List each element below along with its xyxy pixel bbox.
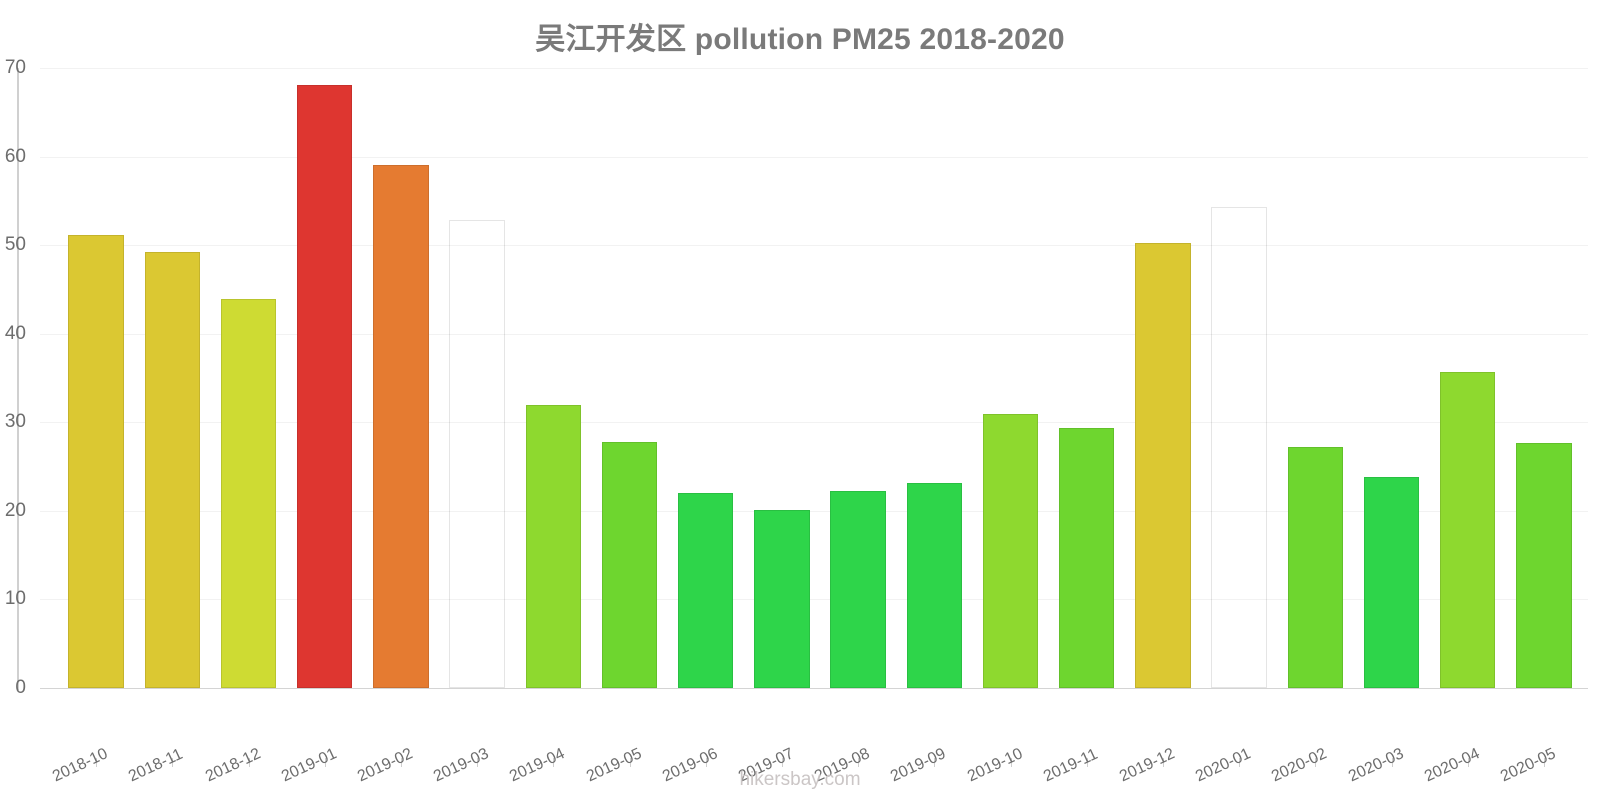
bar[interactable] (144, 252, 200, 688)
plot-area: 0 10 20 30 40 50 60 70 2018-10 2018-11 2018-12 2019… (5, 57, 1588, 785)
x-axis-tick-mark (477, 758, 479, 767)
y-axis-tick-label: 40 (4, 322, 26, 344)
gridline (40, 688, 1588, 689)
bar[interactable] (982, 414, 1039, 688)
x-axis-tick-mark (1467, 758, 1469, 767)
x-axis-tick-mark (781, 758, 783, 767)
chart-title: 吴江开发区 pollution PM25 2018-2020 (535, 23, 1065, 56)
gridline (40, 68, 1588, 69)
x-axis-tick-mark (1239, 758, 1241, 767)
x-axis-tick-mark (1086, 758, 1088, 767)
x-axis-tick-mark (324, 758, 326, 767)
source-watermark: hikersbay.com (739, 769, 861, 790)
gridline (40, 245, 1588, 247)
x-axis-tick-mark (858, 758, 860, 767)
x-axis-tick-mark (553, 758, 555, 767)
bar[interactable] (1059, 427, 1115, 688)
bar[interactable] (1287, 447, 1343, 688)
x-axis-tick-mark (1315, 758, 1317, 767)
gridline (40, 510, 1588, 512)
bar[interactable] (1363, 477, 1420, 688)
bar[interactable] (449, 220, 505, 688)
bar[interactable] (68, 235, 124, 688)
x-axis-tick-mark (172, 758, 174, 767)
x-axis-tick-mark (96, 758, 98, 767)
y-axis-tick-label: 30 (4, 411, 26, 433)
y-axis-tick-label: 20 (4, 499, 26, 521)
y-axis-tick-label: 60 (4, 145, 26, 167)
x-axis-tick-mark (934, 758, 936, 767)
bar[interactable] (220, 299, 277, 688)
gridline (40, 156, 1588, 158)
y-axis-tick-label: 70 (4, 57, 26, 78)
bar[interactable] (678, 493, 734, 688)
bar[interactable] (830, 490, 886, 688)
gridline (40, 422, 1588, 424)
bar[interactable] (373, 165, 429, 688)
bar[interactable] (1135, 242, 1191, 688)
gridline (40, 333, 1588, 335)
y-axis-tick-label: 0 (15, 677, 26, 698)
x-axis-tick-mark (248, 758, 250, 767)
bar[interactable] (1440, 371, 1496, 688)
y-axis-tick-label: 50 (4, 234, 26, 256)
x-axis-tick-mark (1010, 758, 1012, 767)
bar[interactable] (297, 84, 353, 688)
x-axis-tick-mark (629, 758, 631, 767)
gridline (40, 599, 1588, 601)
bar[interactable] (754, 509, 810, 688)
y-axis-tick-label: 10 (4, 588, 26, 610)
bar[interactable] (1211, 207, 1267, 688)
bar[interactable] (906, 482, 962, 688)
y-axis-line (17, 68, 19, 690)
x-axis-tick-mark (1543, 758, 1545, 767)
x-axis-tick-mark (705, 758, 707, 767)
bar[interactable] (601, 441, 658, 688)
x-axis-tick-mark (400, 758, 402, 767)
bar[interactable] (1516, 442, 1572, 688)
x-axis-tick-mark (1391, 758, 1393, 767)
bar[interactable] (525, 405, 581, 688)
x-axis-tick-mark (1162, 758, 1164, 767)
